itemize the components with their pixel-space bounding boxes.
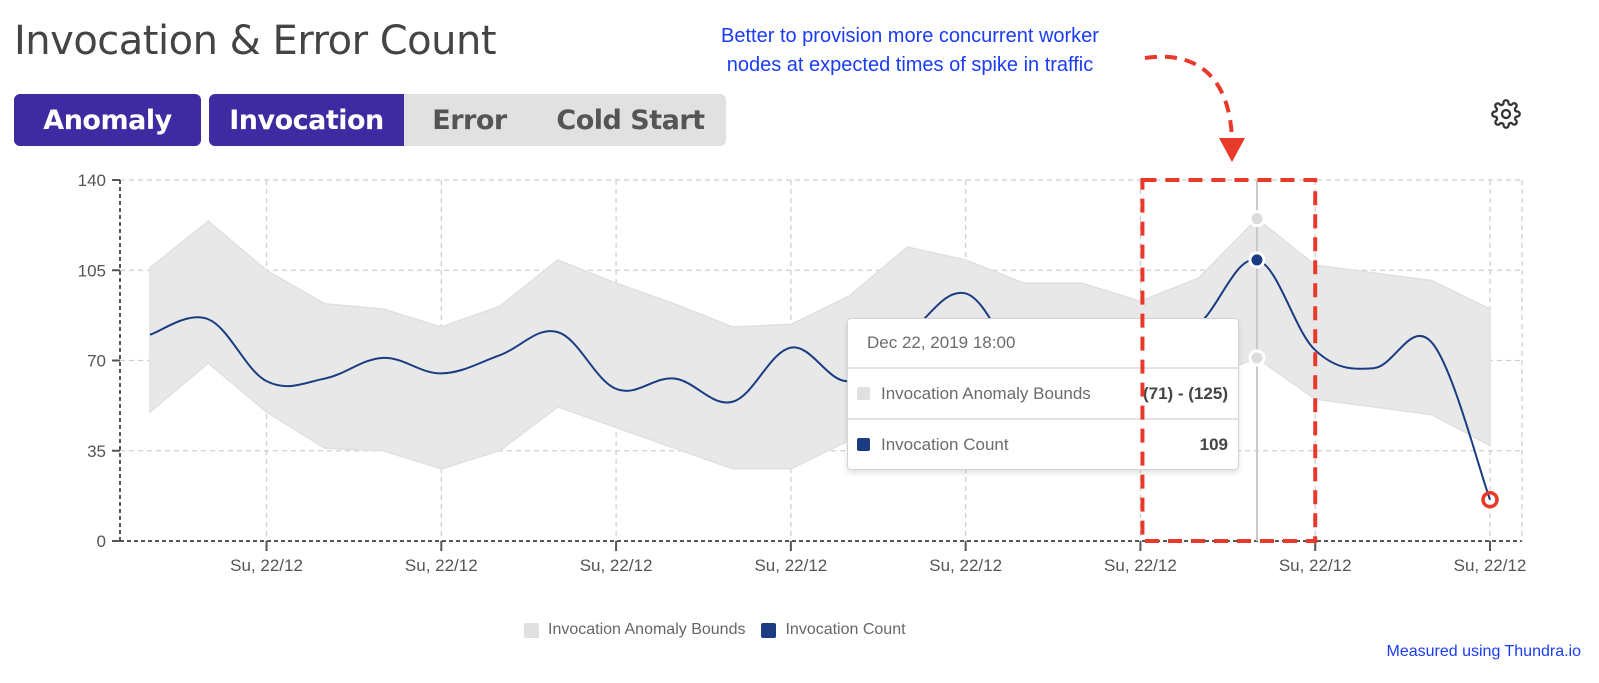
chart-legend: Invocation Anomaly Bounds Invocation Cou…: [524, 621, 922, 639]
tab-cold-start[interactable]: Cold Start: [556, 104, 705, 136]
lower-bound-marker: [1248, 349, 1266, 367]
annotation-text: Better to provision more concurrent work…: [640, 22, 1180, 80]
metric-tabs: Invocation Error Cold Start: [209, 94, 726, 146]
upper-bound-marker: [1248, 210, 1266, 228]
y-tick-label: 140: [78, 171, 106, 190]
count-swatch: [761, 622, 777, 638]
tooltip-label: Invocation Anomaly Bounds: [881, 383, 1091, 403]
annotation-line-1: Better to provision more concurrent work…: [721, 25, 1099, 47]
tooltip-row-count: Invocation Count 109: [848, 420, 1238, 469]
legend-label: Invocation Count: [785, 621, 906, 638]
count-marker: [1248, 251, 1266, 269]
tooltip-row-bounds: Invocation Anomaly Bounds (71) - (125): [848, 369, 1238, 420]
gear-icon[interactable]: [1491, 99, 1521, 129]
x-tick-label: Su, 22/12: [580, 556, 653, 575]
y-tick-label: 0: [97, 532, 106, 551]
x-tick-label: Su, 22/12: [1104, 556, 1177, 575]
anomaly-bounds-area: [149, 217, 1491, 470]
y-tick-label: 105: [78, 261, 106, 280]
legend-item-bounds[interactable]: Invocation Anomaly Bounds: [524, 621, 745, 639]
x-tick-label: Su, 22/12: [929, 556, 1002, 575]
x-tick-label: Su, 22/12: [754, 556, 827, 575]
bounds-swatch: [524, 622, 539, 638]
legend-label: Invocation Anomaly Bounds: [548, 621, 746, 638]
anomaly-button[interactable]: Anomaly: [14, 94, 201, 146]
footer-credit: Measured using Thundra.io: [1386, 643, 1582, 660]
x-tick-label: Su, 22/12: [1454, 556, 1527, 575]
x-tick-label: Su, 22/12: [405, 556, 478, 575]
tooltip-value: 109: [1199, 434, 1228, 454]
y-tick-label: 70: [87, 352, 106, 371]
chart-tooltip: Dec 22, 2019 18:00 Invocation Anomaly Bo…: [847, 318, 1239, 470]
tooltip-value: (71) - (125): [1142, 383, 1228, 403]
tooltip-date: Dec 22, 2019 18:00: [848, 319, 1238, 369]
tab-invocation[interactable]: Invocation: [209, 94, 404, 146]
bounds-swatch: [857, 387, 870, 400]
annotation-line-2: nodes at expected times of spike in traf…: [726, 54, 1094, 76]
x-tick-label: Su, 22/12: [230, 556, 303, 575]
legend-item-count[interactable]: Invocation Count: [761, 621, 906, 639]
tooltip-label: Invocation Count: [881, 434, 1009, 454]
page-title: Invocation & Error Count: [14, 18, 497, 64]
count-swatch: [857, 438, 870, 451]
y-tick-label: 35: [87, 442, 106, 461]
tab-error[interactable]: Error: [432, 104, 507, 136]
x-tick-label: Su, 22/12: [1279, 556, 1352, 575]
